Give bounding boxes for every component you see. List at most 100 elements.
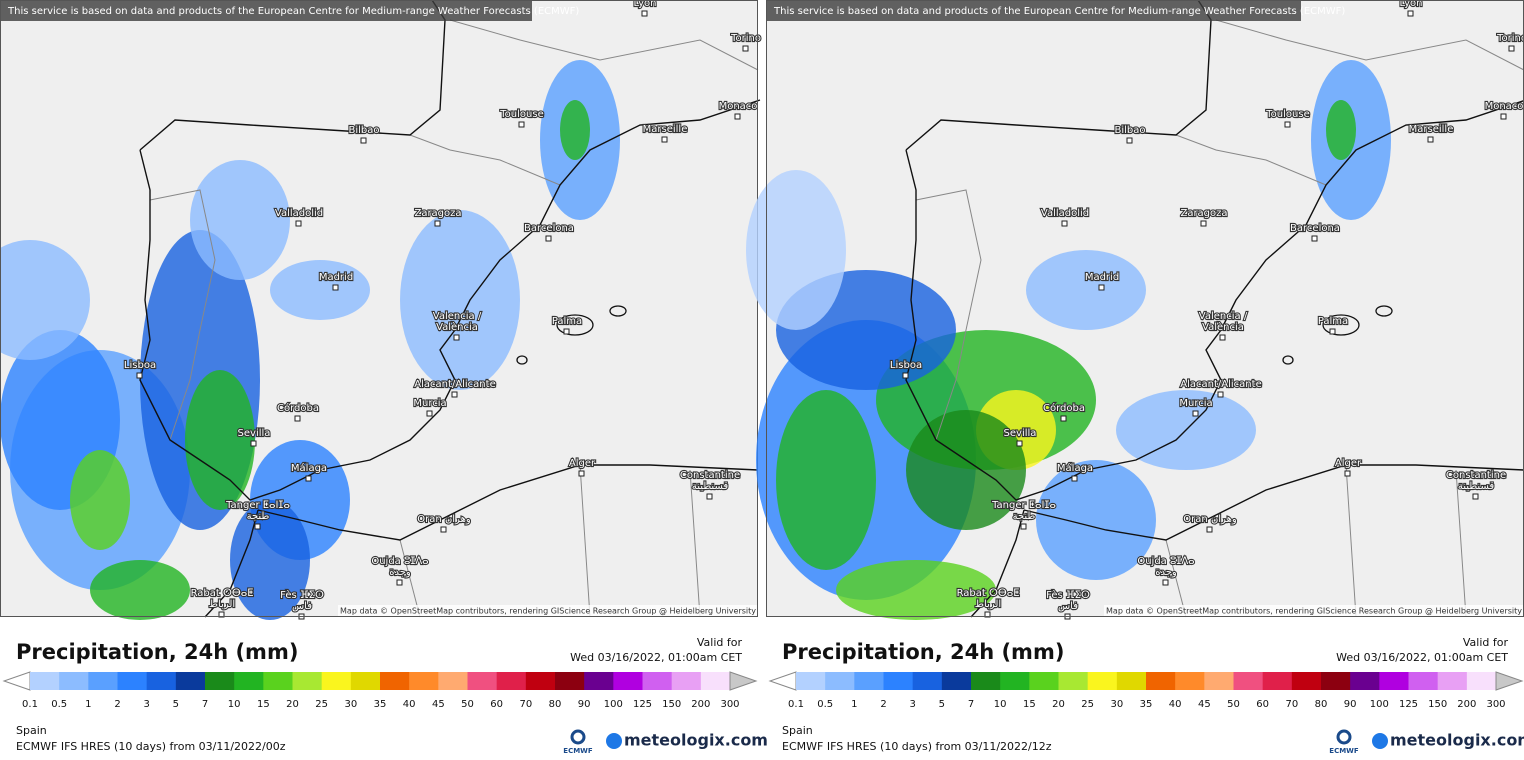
colorbar-swatch — [409, 672, 439, 690]
coastline — [139, 0, 761, 618]
city-label: وجدة — [389, 567, 411, 578]
colorbar-swatch — [438, 672, 468, 690]
map-frame — [0, 0, 758, 617]
colorbar-label: 200 — [691, 699, 710, 710]
city-marker — [706, 493, 713, 500]
colorbar-swatch — [1146, 672, 1176, 690]
attribution: Map data © OpenStreetMap contributors, r… — [340, 607, 756, 616]
city-marker — [396, 579, 403, 586]
city-marker — [254, 523, 261, 530]
attribution: Map data © OpenStreetMap contributors, r… — [1106, 607, 1522, 616]
colorbar-swatch — [175, 672, 206, 690]
city-label: Oran وهران — [417, 514, 471, 525]
city-marker — [295, 220, 302, 227]
border-lines — [149, 19, 759, 618]
colorbar-label: 5 — [173, 699, 179, 710]
city-label: Constantine — [680, 470, 740, 481]
colorbar-label: 30 — [344, 699, 357, 710]
colorbar-swatch — [321, 672, 352, 690]
city-marker — [1472, 493, 1479, 500]
notice-bar — [766, 0, 1301, 21]
city-label: Alger — [1335, 458, 1362, 469]
colorbar-label: 2 — [880, 699, 886, 710]
precip-area — [190, 160, 290, 280]
precip-area — [70, 450, 130, 550]
city-label: Torino — [730, 33, 761, 44]
region: Spain — [16, 724, 47, 737]
city-label: Fès ⴼⵉⵙ — [280, 589, 324, 601]
precip-area — [185, 370, 255, 510]
colorbar-arrow-right — [1495, 671, 1524, 691]
border-lines — [915, 19, 1524, 618]
city-label: طنجة — [1013, 511, 1036, 522]
colorbar-label: 90 — [578, 699, 591, 710]
city-label: Córdoba — [1043, 402, 1085, 414]
legend-title: Precipitation, 24h (mm) — [782, 640, 1064, 664]
colorbar-swatch — [555, 672, 585, 690]
city-label: València — [1202, 321, 1244, 333]
island — [556, 314, 594, 336]
city-marker — [1219, 334, 1226, 341]
city-marker — [1061, 220, 1068, 227]
colorbar-label: 1 — [85, 699, 91, 710]
colorbar-swatch — [88, 672, 118, 690]
island — [609, 305, 627, 317]
city-label: Fès ⴼⵉⵙ — [1046, 589, 1090, 601]
colorbar-swatch — [971, 672, 1001, 690]
colorbar-swatch — [642, 672, 673, 690]
colorbar-swatch — [234, 672, 264, 690]
colorbar-label: 20 — [1052, 699, 1065, 710]
colorbar-label: 10 — [228, 699, 241, 710]
city-label: Alacant/Alicante — [1180, 379, 1261, 390]
city-label: Barcelona — [524, 223, 574, 234]
precip-area — [0, 240, 90, 360]
city-marker — [1192, 410, 1199, 417]
city-label: Lyon — [633, 0, 656, 9]
colorbar-label: 10 — [994, 699, 1007, 710]
city-marker — [734, 113, 741, 120]
city-label: Murcia — [1179, 398, 1212, 409]
city-label: الرباط — [209, 599, 235, 610]
city-label: Madrid — [319, 272, 353, 283]
colorbar-swatch — [1029, 672, 1059, 690]
city-marker — [294, 415, 301, 422]
colorbar-swatch — [941, 672, 972, 690]
city-label: Bilbao — [1114, 125, 1145, 136]
precip-area — [776, 390, 876, 570]
notice-bar — [0, 0, 532, 21]
precip-area — [400, 210, 520, 390]
model-run: ECMWF IFS HRES (10 days) from 03/11/2022… — [782, 740, 1052, 753]
colorbar-swatch — [1204, 672, 1234, 690]
logo-icon — [1336, 729, 1352, 745]
city-marker — [1508, 45, 1515, 52]
panel: This service is based on data and produc… — [0, 0, 768, 755]
city-marker — [1071, 475, 1078, 482]
city-label: Oran وهران — [1183, 514, 1237, 525]
colorbar-label: 50 — [461, 699, 474, 710]
colorbar-swatch — [613, 672, 643, 690]
colorbar-swatch — [467, 672, 498, 690]
colorbar-swatch — [1321, 672, 1351, 690]
colorbar-swatch — [671, 672, 702, 690]
island — [1375, 305, 1393, 317]
city-marker — [1311, 235, 1318, 242]
city-label: Oujda ⵓⵊⴷⴰ — [1137, 556, 1194, 567]
city-marker — [136, 372, 143, 379]
island — [516, 355, 528, 365]
colorbar-swatch — [1408, 672, 1439, 690]
logo-small: ECMWF — [1329, 747, 1359, 755]
region: Spain — [782, 724, 813, 737]
city-label: قسنطينة — [692, 481, 729, 492]
city-label: Valladolid — [1041, 208, 1089, 219]
colorbar-swatch — [1175, 672, 1205, 690]
city-label: Marseille — [643, 124, 688, 135]
notice: This service is based on data and produc… — [7, 6, 579, 17]
colorbar-label: 50 — [1227, 699, 1240, 710]
city-label: Toulouse — [499, 109, 543, 120]
city-marker — [440, 526, 447, 533]
colorbar-arrow-left — [768, 671, 797, 691]
attribution-bg — [338, 605, 758, 617]
precip-area — [1026, 250, 1146, 330]
city-label: Córdoba — [277, 402, 319, 414]
city-label: Alger — [569, 458, 596, 469]
